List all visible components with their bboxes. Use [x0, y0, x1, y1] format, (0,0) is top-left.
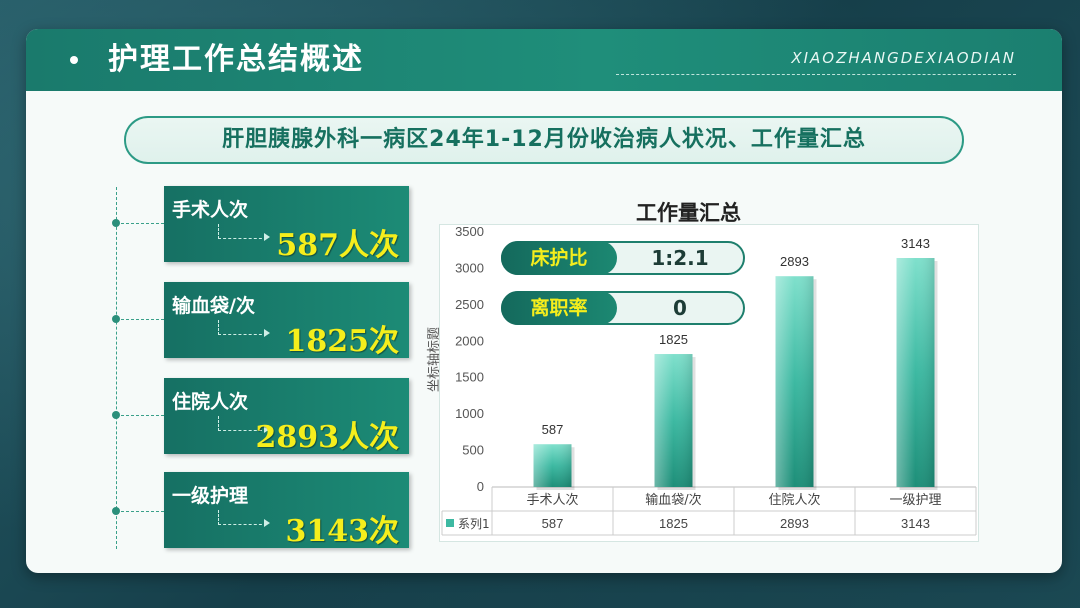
stat-card-label: 手术人次	[172, 199, 249, 221]
arrowhead-icon	[264, 233, 270, 241]
workload-bar-chart: 0 500 1000 1500 2000 2500 3000 3500 坐标轴标题 587 1825…	[427, 224, 977, 536]
y-tick-label: 1000	[455, 406, 484, 421]
stat-card-label: 住院人次	[172, 391, 249, 413]
bar-sheen	[654, 354, 693, 487]
x-tick-label: 手术人次	[526, 492, 578, 508]
data-label: 2893	[780, 254, 809, 269]
table-value: 3143	[901, 516, 930, 531]
timeline-line	[116, 187, 117, 549]
timeline-dot-icon	[112, 507, 120, 515]
stat-card-label: 输血袋/次	[172, 295, 255, 317]
y-tick-label: 3000	[455, 260, 484, 275]
timeline-dot-icon	[112, 411, 120, 419]
card-connector	[116, 415, 164, 416]
slide: 护理工作总结概述 XIAOZHANGDEXIAODIAN 肝胆胰腺外科一病区24…	[26, 29, 1062, 573]
card-connector	[116, 319, 164, 320]
pill-value: 0	[673, 296, 687, 320]
arrowhead-icon	[264, 425, 270, 433]
card-connector	[116, 511, 164, 512]
header-subtitle: XIAOZHANGDEXIAODIAN	[791, 49, 1016, 67]
timeline-dot-icon	[112, 315, 120, 323]
x-tick-label: 输血袋/次	[645, 492, 701, 508]
table-value: 2893	[780, 516, 809, 531]
stat-card-value: 2893人次	[255, 420, 400, 455]
chart-area	[439, 224, 979, 542]
y-tick-label: 3500	[455, 224, 484, 239]
x-tick-label: 一级护理	[889, 493, 941, 508]
pill-label: 床护比	[501, 241, 617, 275]
header-bar: 护理工作总结概述 XIAOZHANGDEXIAODIAN	[26, 29, 1062, 91]
y-tick-label: 1500	[455, 370, 484, 385]
table-value: 587	[542, 516, 564, 531]
arrow-icon	[218, 416, 267, 431]
timeline-dot-icon	[112, 219, 120, 227]
data-label: 587	[542, 422, 564, 437]
stat-card-admissions: 住院人次 2893人次	[164, 378, 409, 455]
arrowhead-icon	[264, 519, 270, 527]
y-axis-title: 坐标轴标题	[427, 327, 442, 392]
arrow-icon	[218, 320, 267, 335]
y-tick-label: 500	[462, 443, 484, 458]
bar-sheen	[533, 444, 572, 487]
y-tick-label: 2000	[455, 333, 484, 348]
subtitle-divider	[616, 74, 1016, 75]
bullet-icon	[70, 56, 78, 64]
legend-key-icon	[446, 519, 454, 527]
stat-card-surgery: 手术人次 587人次	[164, 186, 409, 263]
stat-card-label: 一级护理	[172, 485, 249, 507]
stat-card-value: 3143次	[285, 514, 400, 549]
stat-card-transfusion: 输血袋/次 1825次	[164, 282, 409, 359]
table-value: 1825	[659, 516, 688, 531]
card-connector	[116, 223, 164, 224]
stat-card-value: 587人次	[276, 228, 399, 263]
arrow-icon	[218, 510, 267, 525]
section-banner: 肝胆胰腺外科一病区24年1-12月份收治病人状况、工作量汇总	[124, 116, 964, 164]
turnover-pill: 离职率 0	[501, 291, 745, 325]
y-tick-label: 0	[477, 479, 484, 494]
chart-title: 工作量汇总	[636, 201, 741, 225]
stat-card-nursing: 一级护理 3143次	[164, 472, 409, 549]
pill-value: 1:2.1	[651, 246, 709, 270]
bar-sheen	[896, 258, 935, 487]
nurse-ratio-pill: 床护比 1:2.1	[501, 241, 745, 275]
pill-label: 离职率	[501, 291, 617, 325]
legend-series-name: 系列1	[458, 517, 490, 531]
data-label: 1825	[659, 332, 688, 347]
arrowhead-icon	[264, 329, 270, 337]
y-tick-label: 2500	[455, 297, 484, 312]
stat-card-value: 1825次	[285, 324, 400, 359]
page-title: 护理工作总结概述	[108, 42, 364, 77]
data-label: 3143	[901, 236, 930, 251]
x-tick-label: 住院人次	[768, 492, 820, 508]
bar-sheen	[775, 276, 814, 487]
arrow-icon	[218, 224, 267, 239]
